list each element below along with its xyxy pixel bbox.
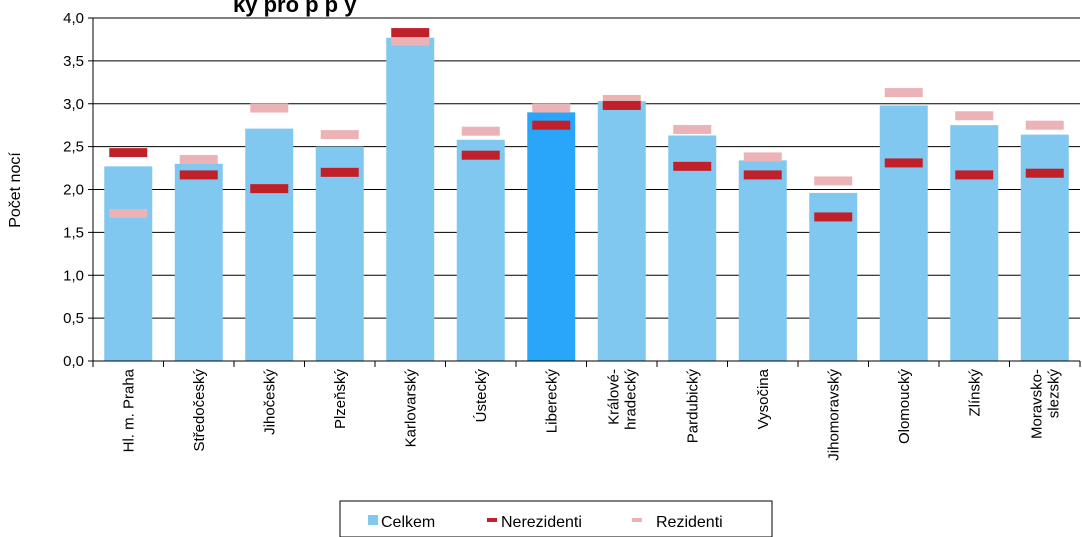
marker-rezidenti xyxy=(461,126,500,136)
marker-nerezidenti xyxy=(179,170,218,180)
marker-nerezidenti xyxy=(743,170,782,180)
y-tick-label: 0,0 xyxy=(63,353,84,370)
marker-rezidenti xyxy=(391,36,430,46)
marker-nerezidenti xyxy=(955,170,994,180)
x-category-label: Ústecký xyxy=(473,369,490,423)
bar xyxy=(597,101,646,362)
legend-label-celkem: Celkem xyxy=(381,514,435,531)
marker-nerezidenti xyxy=(814,212,853,222)
bar xyxy=(456,139,505,361)
markers-group xyxy=(109,28,1064,222)
legend-swatch-celkem xyxy=(368,515,378,525)
marker-rezidenti xyxy=(602,94,641,104)
x-category-labels: Hl. m. Praha Středočeský Jihočeský Plzeňský… xyxy=(120,368,1062,460)
bar xyxy=(104,166,153,361)
x-category-label: slezský xyxy=(1045,369,1062,419)
legend-swatch-rezidenti xyxy=(632,518,642,522)
y-tick-label: 3,5 xyxy=(63,53,84,70)
legend-label-rezidenti: Rezidenti xyxy=(656,514,723,531)
marker-rezidenti xyxy=(250,103,289,113)
y-tick-label: 1,5 xyxy=(63,224,84,241)
marker-nerezidenti xyxy=(109,148,148,158)
legend-swatch-nerezidenti xyxy=(487,518,497,522)
marker-rezidenti xyxy=(320,130,359,140)
chart-title: ky pro p p y xyxy=(233,0,357,17)
marker-rezidenti xyxy=(532,103,571,113)
x-category-label: Králové- xyxy=(605,369,622,425)
y-tick-label: 4,0 xyxy=(63,10,84,27)
x-category-label: Karlovarský xyxy=(402,369,419,448)
marker-nerezidenti xyxy=(532,120,571,130)
bar xyxy=(668,135,717,361)
x-category-label: Liberecký xyxy=(543,369,560,434)
x-category-label: Jihočeský xyxy=(261,369,278,435)
y-axis-label: Počet nocí xyxy=(7,152,24,228)
y-tick-label: 2,5 xyxy=(63,139,84,156)
bar xyxy=(174,163,223,361)
legend-frame xyxy=(339,500,773,537)
x-category-label: hradecký xyxy=(622,369,639,430)
y-tick-label: 1,0 xyxy=(63,267,84,284)
marker-rezidenti xyxy=(1025,120,1064,130)
y-tick-label: 0,5 xyxy=(63,310,84,327)
x-category-label: Olomoucký xyxy=(896,369,913,445)
marker-nerezidenti xyxy=(461,150,500,160)
bar xyxy=(245,128,294,361)
bar xyxy=(879,105,928,361)
bar xyxy=(950,125,999,361)
y-tick-label: 3,0 xyxy=(63,96,84,113)
marker-rezidenti xyxy=(955,111,994,121)
x-category-label: Plzeňský xyxy=(332,369,349,430)
bar xyxy=(738,160,787,361)
marker-nerezidenti xyxy=(673,161,712,171)
legend: Celkem Nerezidenti Rezidenti xyxy=(339,500,773,537)
gridlines xyxy=(93,17,1080,319)
bar xyxy=(315,146,364,361)
legend-label-nerezidenti: Nerezidenti xyxy=(501,514,582,531)
marker-rezidenti xyxy=(109,209,148,219)
y-tick-labels: 0,0 0,5 1,0 1,5 2,0 2,5 3,0 3,5 4,0 xyxy=(63,10,84,370)
marker-nerezidenti xyxy=(250,184,289,194)
x-category-label: Moravsko- xyxy=(1028,369,1045,439)
x-category-label: Pardubický xyxy=(684,369,701,444)
marker-nerezidenti xyxy=(884,158,923,168)
marker-rezidenti xyxy=(743,152,782,162)
bar xyxy=(527,112,576,361)
axes-group xyxy=(88,17,1081,367)
marker-rezidenti xyxy=(814,176,853,186)
bar xyxy=(386,37,435,361)
bar xyxy=(1020,134,1069,361)
marker-nerezidenti xyxy=(602,100,641,110)
y-tick-label: 2,0 xyxy=(63,182,84,199)
marker-rezidenti xyxy=(179,154,218,164)
x-category-label: Jihomoravský xyxy=(825,369,842,461)
bars-group xyxy=(104,37,1069,362)
marker-rezidenti xyxy=(673,124,712,134)
marker-nerezidenti xyxy=(320,167,359,177)
x-category-label: Zlínský xyxy=(966,369,983,417)
x-category-label: Hl. m. Praha xyxy=(120,368,137,452)
x-category-label: Středočeský xyxy=(191,369,208,452)
marker-nerezidenti xyxy=(1025,168,1064,178)
marker-rezidenti xyxy=(884,88,923,98)
marker-nerezidenti xyxy=(391,28,430,38)
x-category-label: Vysočina xyxy=(755,368,772,429)
